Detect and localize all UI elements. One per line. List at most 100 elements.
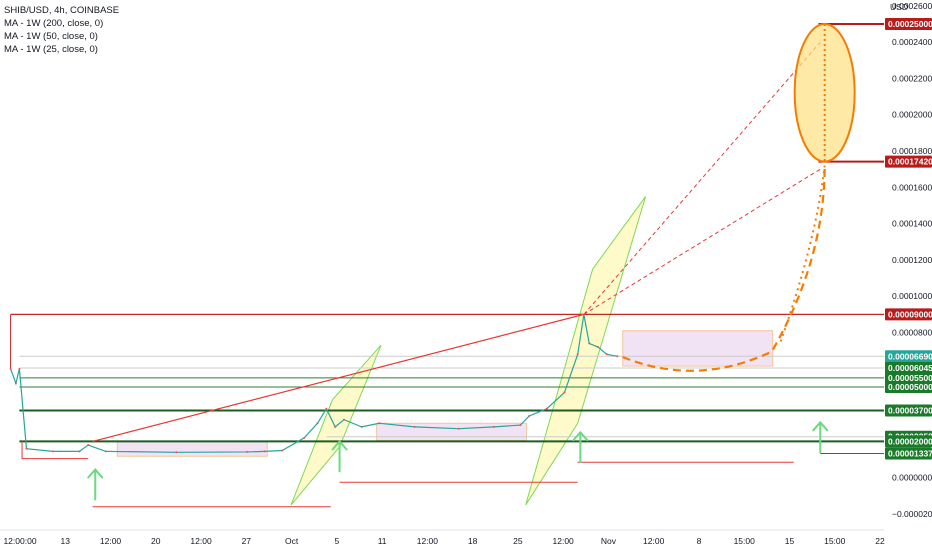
trend-line: [92, 313, 585, 442]
price-point: [605, 353, 608, 356]
price-badge: [885, 308, 932, 321]
price-badge: [885, 18, 932, 30]
price-badge: [885, 361, 932, 374]
price-point: [378, 422, 381, 425]
x-tick-label: 25: [513, 536, 523, 546]
x-tick-label: 22: [875, 536, 885, 546]
price-point: [14, 382, 17, 385]
price-badge: [885, 371, 932, 384]
y-tick-label: 0.00000000: [892, 473, 932, 483]
x-tick-label: 18: [468, 536, 478, 546]
x-tick-label: Oct: [285, 536, 299, 546]
price-point: [528, 415, 531, 417]
x-tick-label: 12:00:00: [3, 536, 36, 546]
price-point: [576, 353, 579, 356]
price-point: [588, 342, 591, 345]
price-badge: [885, 447, 932, 460]
price-badge-label: 0.00001337: [888, 448, 932, 458]
price-point: [545, 407, 548, 410]
chart-drawings: [10, 23, 884, 508]
price-badge-label: 0.00017420: [888, 157, 932, 167]
up-arrow: [572, 430, 589, 464]
x-tick-label: 12:00: [100, 536, 122, 546]
price-badge-label: 0.00003700: [888, 406, 932, 416]
x-tick-label: 12:00: [643, 536, 665, 546]
ma200-label[interactable]: MA - 1W (200, close, 0): [4, 18, 104, 29]
price-point: [175, 451, 178, 454]
time-axis[interactable]: 12:00:00 13 12:00 20 12:00 27 Oct 5 11 12:00 18 25 1…: [0, 529, 885, 546]
price-point: [616, 355, 619, 358]
price-badge-label: 0.00005000: [888, 382, 932, 392]
price-point: [334, 425, 337, 428]
ma25-label[interactable]: MA - 1W (25, close, 0): [4, 44, 98, 55]
price-point: [263, 450, 266, 453]
support-line: [21, 441, 89, 460]
price-badges: 0.00025000 0.00017420 0.00009000 0.00006690…: [885, 18, 932, 460]
up-arrow: [812, 420, 829, 454]
price-point: [281, 449, 284, 452]
price-badge-label: 0.00006690: [888, 351, 932, 361]
currency-label[interactable]: USD: [890, 2, 908, 12]
price-badge: [885, 404, 932, 417]
price-badge-label: 0.00005500: [888, 373, 932, 383]
chart-legend: SHIB/USD, 4h, COINBASE MA - 1W (200, clo…: [4, 4, 119, 56]
x-tick-label: 11: [378, 536, 387, 546]
x-tick-label: 12:00: [553, 536, 575, 546]
price-badge-label: 0.00025000: [888, 19, 932, 29]
x-tick-label: 15: [785, 536, 795, 546]
projection-line: [583, 168, 821, 315]
ma50-label[interactable]: MA - 1W (50, close, 0): [4, 31, 98, 42]
price-point: [87, 444, 90, 447]
x-tick-label: 20: [151, 536, 161, 546]
price-point: [51, 450, 54, 453]
y-tick-label: −0.00002000: [892, 509, 932, 519]
x-tick-label: 27: [242, 536, 252, 546]
price-point: [342, 418, 345, 421]
projection-curve-dotted: [779, 165, 826, 342]
price-badge-label: 0.00006045: [888, 363, 932, 373]
price-point: [582, 313, 585, 316]
price-badge-label: 0.00002000: [888, 436, 932, 446]
price-point: [245, 450, 248, 453]
zone-rect: [116, 440, 268, 457]
price-point: [413, 425, 416, 428]
price-point: [18, 367, 21, 370]
zone-rect: [622, 330, 774, 367]
price-point: [492, 425, 495, 428]
channel-1: [290, 344, 382, 506]
price-point: [325, 407, 328, 410]
x-tick-label: 15:00: [824, 536, 846, 546]
up-arrow: [87, 467, 104, 501]
price-badge: [885, 435, 932, 448]
price-point: [457, 427, 460, 430]
up-arrow: [331, 439, 348, 473]
price-point: [563, 391, 566, 394]
price-badge: [885, 155, 932, 168]
x-tick-label: Nov: [601, 536, 617, 546]
series-layer: [9, 313, 619, 454]
price-point: [316, 422, 319, 425]
price-point: [25, 447, 28, 450]
price-point: [519, 424, 522, 427]
x-tick-label: 12:00: [190, 536, 212, 546]
price-point: [9, 367, 12, 370]
symbol-label[interactable]: SHIB/USD, 4h, COINBASE: [4, 5, 120, 16]
x-tick-label: 12:00: [417, 536, 439, 546]
price-point: [596, 346, 599, 349]
x-tick-label: 5: [334, 536, 339, 546]
price-point: [303, 436, 306, 439]
channel-2: [525, 196, 647, 506]
x-tick-label: 8: [697, 536, 702, 546]
